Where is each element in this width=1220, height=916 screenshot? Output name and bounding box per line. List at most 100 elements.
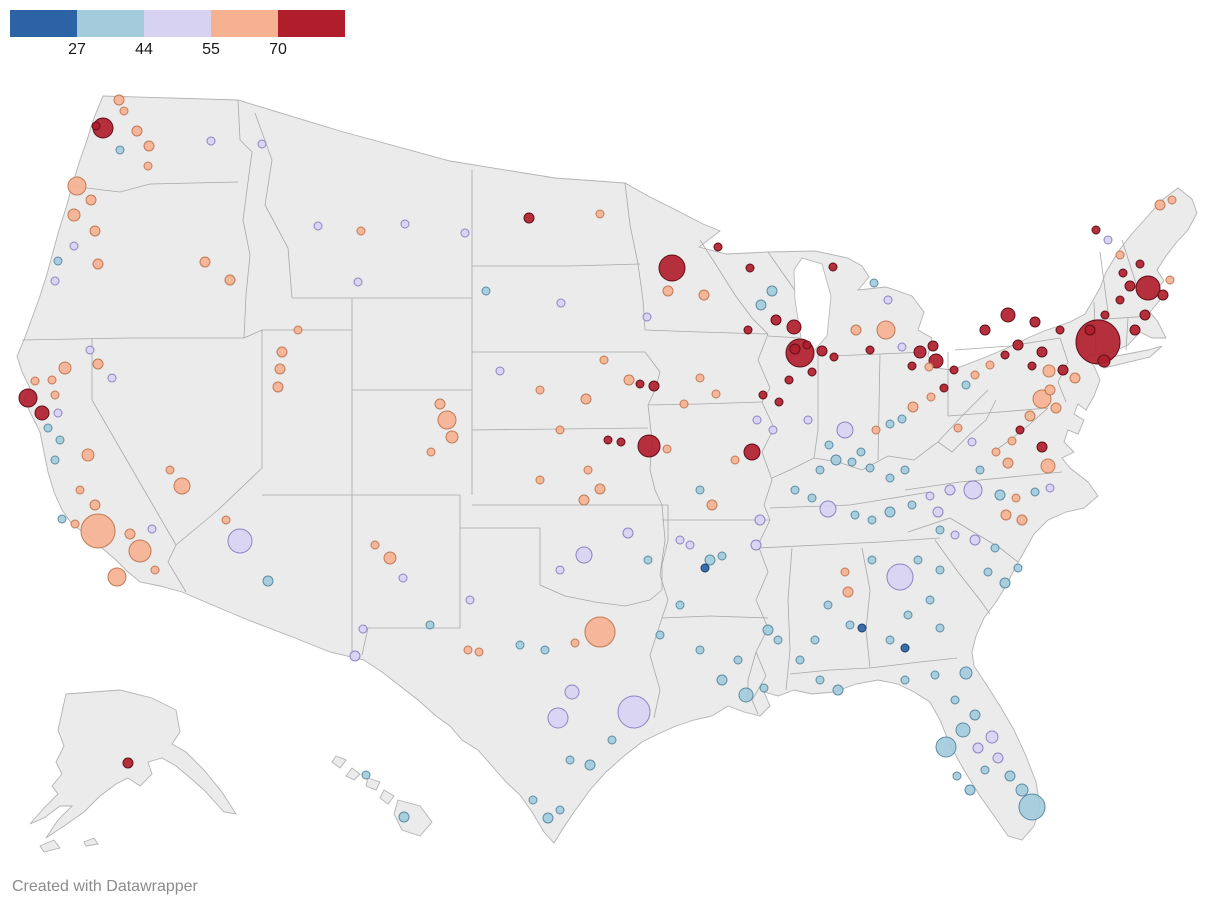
map-symbol[interactable] [935,736,957,758]
map-symbol[interactable] [897,342,907,352]
map-symbol[interactable] [969,534,981,546]
map-symbol[interactable] [1018,793,1046,821]
map-symbol[interactable] [89,499,101,511]
map-symbol[interactable] [276,346,288,358]
map-symbol[interactable] [1045,483,1055,493]
map-symbol[interactable] [830,454,842,466]
map-symbol[interactable] [784,375,794,385]
map-symbol[interactable] [883,295,893,305]
map-symbol[interactable] [434,398,446,410]
map-symbol[interactable] [262,575,274,587]
map-symbol[interactable] [810,635,820,645]
map-symbol[interactable] [113,94,125,106]
map-symbol[interactable] [1042,364,1056,378]
map-symbol[interactable] [999,577,1011,589]
map-symbol[interactable] [717,551,727,561]
map-symbol[interactable] [961,380,971,390]
map-symbol[interactable] [398,811,410,823]
map-symbol[interactable] [595,209,605,219]
map-symbol[interactable] [361,770,371,780]
map-symbol[interactable] [939,383,949,393]
map-symbol[interactable] [34,405,50,421]
map-symbol[interactable] [535,475,545,485]
map-symbol[interactable] [617,695,651,729]
map-symbol[interactable] [1013,563,1023,573]
map-symbol[interactable] [556,298,566,308]
map-symbol[interactable] [1030,487,1040,497]
map-symbol[interactable] [711,389,721,399]
map-symbol[interactable] [1124,280,1136,292]
map-symbol[interactable] [900,643,910,653]
map-symbol[interactable] [972,742,984,754]
map-symbol[interactable] [1000,509,1012,521]
map-symbol[interactable] [463,645,473,655]
map-symbol[interactable] [481,286,491,296]
map-symbol[interactable] [1097,354,1111,368]
map-symbol[interactable] [755,299,767,311]
map-symbol[interactable] [555,425,565,435]
map-symbol[interactable] [1015,425,1025,435]
map-symbol[interactable] [425,620,435,630]
map-symbol[interactable] [1118,268,1128,278]
map-symbol[interactable] [542,812,554,824]
map-symbol[interactable] [1157,289,1169,301]
map-symbol[interactable] [293,325,303,335]
map-symbol[interactable] [758,390,768,400]
map-symbol[interactable] [675,535,685,545]
map-symbol[interactable] [143,161,153,171]
map-symbol[interactable] [900,465,910,475]
map-symbol[interactable] [959,666,973,680]
map-symbol[interactable] [85,194,97,206]
map-symbol[interactable] [1004,770,1016,782]
map-symbol[interactable] [897,414,907,424]
map-symbol[interactable] [206,136,216,146]
map-symbol[interactable] [932,506,944,518]
map-symbol[interactable] [1015,783,1029,797]
map-symbol[interactable] [930,670,940,680]
map-symbol[interactable] [1029,316,1041,328]
map-symbol[interactable] [460,228,470,238]
map-symbol[interactable] [383,551,397,565]
map-symbol[interactable] [935,525,945,535]
map-symbol[interactable] [30,376,40,386]
map-symbol[interactable] [698,289,710,301]
map-symbol[interactable] [274,363,286,375]
map-symbol[interactable] [358,624,368,634]
map-symbol[interactable] [119,106,129,116]
map-symbol[interactable] [642,312,652,322]
map-symbol[interactable] [570,638,580,648]
map-symbol[interactable] [313,221,323,231]
map-symbol[interactable] [970,370,980,380]
map-symbol[interactable] [143,140,155,152]
map-symbol[interactable] [762,624,774,636]
map-symbol[interactable] [913,345,927,359]
map-symbol[interactable] [903,610,913,620]
map-symbol[interactable] [578,494,590,506]
map-symbol[interactable] [635,379,645,389]
map-symbol[interactable] [867,515,877,525]
map-symbol[interactable] [992,752,1004,764]
map-symbol[interactable] [738,687,754,703]
map-symbol[interactable] [515,640,525,650]
map-symbol[interactable] [128,539,152,563]
map-symbol[interactable] [583,465,593,475]
map-symbol[interactable] [1027,361,1037,371]
map-symbol[interactable] [752,415,762,425]
map-symbol[interactable] [935,565,945,575]
map-symbol[interactable] [115,145,125,155]
map-symbol[interactable] [150,565,160,575]
map-symbol[interactable] [885,635,895,645]
map-symbol[interactable] [867,555,877,565]
map-symbol[interactable] [426,447,436,457]
map-symbol[interactable] [704,554,716,566]
map-symbol[interactable] [1032,389,1052,409]
map-symbol[interactable] [47,375,57,385]
map-symbol[interactable] [50,276,60,286]
map-symbol[interactable] [1103,235,1113,245]
map-symbol[interactable] [967,437,977,447]
map-symbol[interactable] [1084,324,1096,336]
map-symbol[interactable] [730,455,740,465]
map-symbol[interactable] [55,435,65,445]
map-symbol[interactable] [540,645,550,655]
map-symbol[interactable] [900,675,910,685]
